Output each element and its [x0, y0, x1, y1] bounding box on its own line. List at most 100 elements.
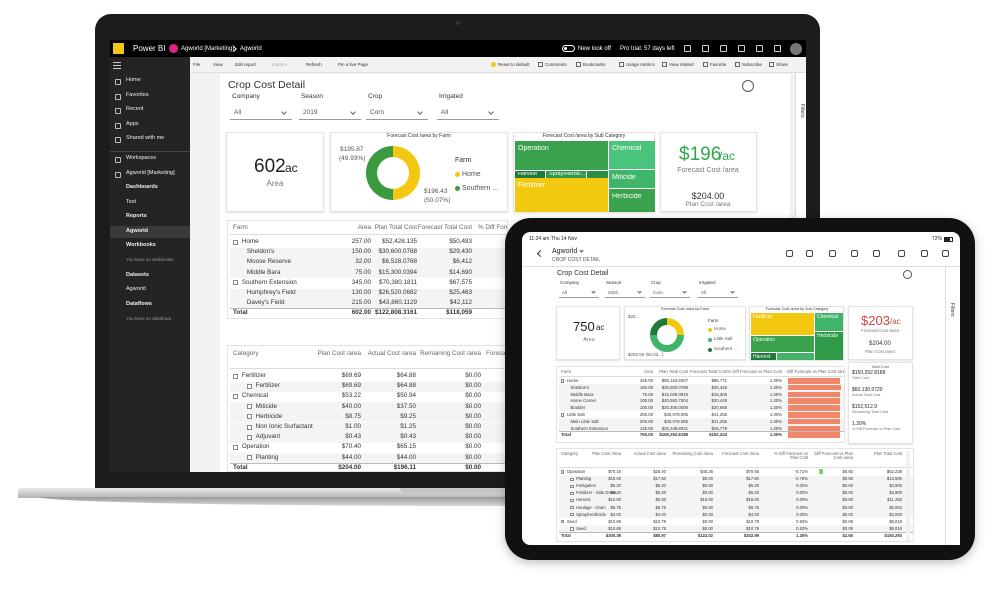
table-cell: 1.30% — [769, 425, 782, 431]
table-cell: $0.00 — [465, 443, 481, 451]
row-band — [559, 397, 844, 405]
toolbar-item: View — [213, 62, 223, 67]
laptop-notch — [400, 488, 590, 493]
nav-item: Dataflows — [126, 301, 152, 307]
expand-icon — [246, 455, 252, 461]
expand-icon — [246, 424, 252, 430]
table-cell: $42,112 — [449, 299, 472, 307]
table-cell: $6.75 — [748, 504, 759, 510]
workspace-icon — [169, 44, 178, 53]
table-cell: $80.97 — [653, 532, 666, 538]
header-icon — [756, 45, 763, 52]
table-cell: $11,250 — [887, 497, 902, 503]
table-cell: $10.69 — [608, 518, 621, 524]
data-label: $20... — [628, 314, 640, 319]
table-cell: $25.40 — [653, 469, 666, 474]
donut-slice — [366, 146, 394, 200]
card — [848, 306, 913, 360]
report-title: Crop Cost Detail — [557, 270, 609, 277]
top-bar — [110, 40, 806, 57]
donut-slice — [393, 146, 421, 200]
table-cell: Harvest — [576, 497, 591, 503]
treemap-label: Chemical — [612, 145, 642, 152]
table-cell: $4.00 — [655, 511, 666, 517]
table: Farm Area Plan Total Cost Forecast Total Co… — [227, 220, 508, 319]
column-header: Actual Cost /area — [633, 451, 666, 456]
table-cell: $29,430 — [449, 248, 472, 256]
nav-icon — [115, 108, 121, 114]
expand-icon — [233, 239, 239, 245]
table-cell: 1.30% — [769, 398, 782, 404]
filter-dropdown — [437, 106, 499, 120]
toolbar-item: View related — [669, 62, 694, 67]
report-name: Agworld — [552, 248, 578, 255]
row-band — [230, 257, 507, 269]
column-header: % Diff Forecast vs Plan Cost — [478, 224, 507, 231]
toolbar-icon — [619, 62, 624, 67]
nav-item: Agworld — [126, 228, 148, 234]
table-cell: $9.25 — [400, 412, 416, 420]
table-cell: Fertilizer — [241, 372, 266, 379]
expand-icon — [570, 527, 574, 531]
table-cell: $6.75 — [655, 504, 666, 510]
report-title: Crop Cost Detail — [228, 79, 306, 91]
table-cell: 1.30% — [769, 378, 782, 383]
column-header: Plan Cost /area — [592, 451, 621, 456]
status-date: Thu 14 Nov — [551, 236, 577, 242]
legend-marker — [455, 172, 460, 177]
card-label: Total Cost — [852, 376, 869, 380]
data-bar — [788, 391, 840, 398]
kpi-label: Forecast Cost /area — [861, 328, 899, 333]
table-cell: $0.00 — [465, 382, 481, 390]
table-cell: $5,063 — [889, 504, 902, 510]
nav-item: Apps — [126, 121, 139, 127]
column-header: Farm — [561, 369, 572, 374]
table-cell: $40,078.085 — [664, 412, 688, 417]
toolbar-item: Explore — [272, 62, 288, 67]
table-cell: $45.25 — [700, 469, 713, 474]
nav-icon — [115, 123, 121, 129]
data-bar — [788, 412, 840, 418]
table-cell: $41,256 — [711, 412, 727, 417]
treemap-label: Herbicide — [612, 193, 642, 200]
table-cell: $50.94 — [396, 392, 416, 400]
legend-title: Farm — [708, 318, 719, 323]
table-cell: Middle Bara — [570, 391, 594, 397]
kpi-value: 750 — [573, 319, 595, 334]
table-cell: $5.20 — [655, 490, 666, 496]
table-cell: $4.00 — [748, 511, 759, 517]
expand-icon — [233, 373, 239, 379]
treemap-cell — [515, 141, 608, 170]
filter-dropdown — [559, 288, 599, 298]
column-header: Diff Forecast vs Plan Cost /area — [787, 369, 845, 374]
card — [660, 132, 757, 212]
toolbar-icon — [769, 62, 774, 67]
table-cell: 345.00 — [351, 278, 371, 286]
table-cell: $15,300.0394 — [378, 268, 417, 276]
nav-icon — [115, 79, 121, 85]
legend-item: Southern ... — [714, 346, 738, 351]
kpi-value: $196 — [679, 144, 722, 165]
table-cell: Home Corner — [570, 398, 597, 404]
table-cell: $0.00 — [465, 453, 481, 461]
table-cell: 1.30% — [769, 405, 782, 411]
filter-value: All — [441, 109, 449, 116]
table-cell: 150.00 — [639, 384, 653, 390]
legend-item: Southern ... — [462, 185, 499, 192]
nav-item: Agworld — [126, 286, 146, 292]
treemap-cell — [609, 141, 655, 169]
row-band — [559, 391, 844, 398]
toggle-knob — [564, 47, 567, 50]
table-cell: $53.22 — [341, 392, 361, 400]
table-cell: $0.00 — [702, 518, 713, 524]
help-icon — [903, 270, 912, 279]
toolbar-item: Bookmarks — [583, 62, 606, 67]
label: Pro trial: 57 days left — [620, 46, 675, 52]
table-cell: $5.20 — [748, 483, 759, 489]
table-cell: Non Ionic Surfactant — [255, 423, 313, 430]
column-header: Category — [233, 350, 259, 357]
laptop-base — [18, 488, 972, 498]
table-cell: $0.00 — [842, 511, 853, 517]
table-cell: Home — [567, 378, 579, 383]
